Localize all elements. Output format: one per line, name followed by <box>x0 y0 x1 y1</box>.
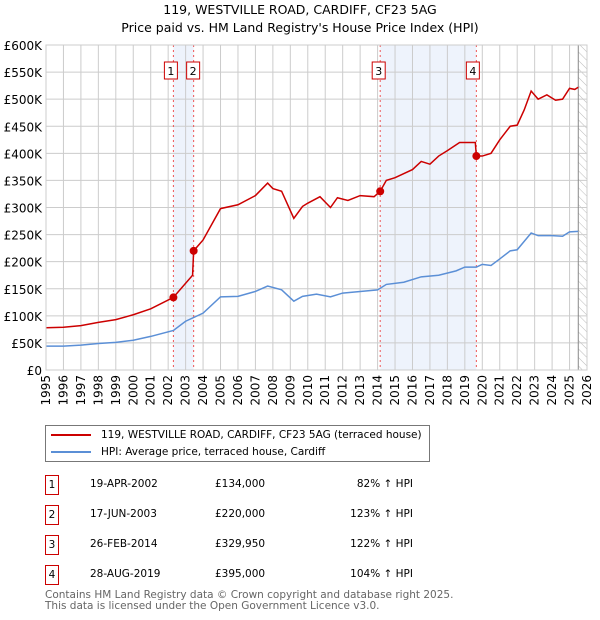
sale-point <box>189 246 198 255</box>
y-tick-label: £50K <box>11 337 43 351</box>
sale-row: 2 17-JUN-2003 £220,000 123% ↑ HPI <box>45 505 465 525</box>
x-tick-label: 2000 <box>126 375 140 406</box>
sale-hpi-change: 82% ↑ HPI <box>356 478 413 490</box>
x-tick-label: 2007 <box>248 375 262 406</box>
sale-date: 28-AUG-2019 <box>90 568 161 580</box>
x-tick-label: 2014 <box>371 375 385 406</box>
x-tick-label: 2002 <box>161 375 175 406</box>
x-tick-label: 2008 <box>266 375 280 406</box>
sale-price: £329,950 <box>215 538 266 550</box>
legend: 119, WESTVILLE ROAD, CARDIFF, CF23 5AG (… <box>45 425 430 462</box>
x-tick-label: 2009 <box>283 375 297 406</box>
y-tick-label: £150K <box>4 283 44 297</box>
hpi-line <box>46 230 579 347</box>
sale-point <box>376 187 385 196</box>
plot-frame <box>45 44 588 371</box>
sale-number-badge: 2 <box>45 505 59 525</box>
sale-number-badge: 4 <box>45 565 59 585</box>
chart-title: 119, WESTVILLE ROAD, CARDIFF, CF23 5AG <box>163 2 437 17</box>
x-tick-label: 1998 <box>91 375 105 406</box>
y-tick-label: £250K <box>4 229 44 243</box>
legend-label: HPI: Average price, terraced house, Card… <box>101 446 326 458</box>
y-tick-label: £0 <box>27 364 42 378</box>
x-tick-label: 2005 <box>214 375 228 406</box>
sale-number-badge: 3 <box>45 535 59 555</box>
sale-label-box <box>465 61 480 80</box>
x-tick-label: 2011 <box>318 375 332 406</box>
sale-number-badge: 1 <box>45 475 59 495</box>
y-tick-label: £500K <box>4 93 44 107</box>
sale-price: £220,000 <box>215 508 266 520</box>
property-price-line <box>45 86 579 329</box>
y-tick-label: £400K <box>4 147 44 161</box>
legend-swatch-red <box>51 434 91 436</box>
x-tick-label: 2026 <box>580 375 594 406</box>
x-tick-label: 2001 <box>144 375 158 406</box>
x-tick-label: 2017 <box>423 375 437 406</box>
x-tick-label: 2012 <box>336 375 350 406</box>
legend-swatch-blue <box>51 451 91 453</box>
sale-point <box>472 152 481 161</box>
x-tick-label: 2003 <box>179 375 193 406</box>
x-tick-label: 1996 <box>56 375 70 406</box>
legend-label: 119, WESTVILLE ROAD, CARDIFF, CF23 5AG (… <box>101 429 422 441</box>
x-tick-label: 2016 <box>405 375 419 406</box>
sale-date: 19-APR-2002 <box>90 478 158 490</box>
sale-label: 2 <box>190 65 197 78</box>
x-tick-label: 2010 <box>301 375 315 406</box>
x-tick-label: 1997 <box>74 375 88 406</box>
sale-label: 3 <box>375 65 382 78</box>
legend-item-hpi: HPI: Average price, terraced house, Card… <box>51 446 325 458</box>
x-tick-label: 2004 <box>196 375 210 406</box>
sale-hpi-change: 104% ↑ HPI <box>350 568 413 580</box>
x-tick-label: 1999 <box>109 375 123 406</box>
sale-price: £395,000 <box>215 568 266 580</box>
x-tick-label: 2020 <box>475 375 489 406</box>
sale-date: 17-JUN-2003 <box>90 508 157 520</box>
x-tick-label: 1995 <box>39 375 53 406</box>
x-tick-label: 2023 <box>528 375 542 406</box>
sale-label-box <box>163 61 178 80</box>
sale-row: 1 19-APR-2002 £134,000 82% ↑ HPI <box>45 475 465 495</box>
y-tick-label: £450K <box>4 120 44 134</box>
x-tick-label: 2022 <box>510 375 524 406</box>
chart-subtitle: Price paid vs. HM Land Registry's House … <box>121 20 479 35</box>
x-tick-label: 2019 <box>458 375 472 406</box>
sale-row: 4 28-AUG-2019 £395,000 104% ↑ HPI <box>45 565 465 585</box>
sale-label-box <box>186 61 201 80</box>
x-tick-label: 2018 <box>440 375 454 406</box>
x-tick-label: 2006 <box>231 375 245 406</box>
y-tick-label: £100K <box>4 310 44 324</box>
sale-price: £134,000 <box>215 478 266 490</box>
footer-line-2: This data is licensed under the Open Gov… <box>45 600 380 612</box>
sale-point <box>169 293 178 302</box>
x-tick-label: 2013 <box>353 375 367 406</box>
x-tick-label: 2024 <box>545 375 559 406</box>
y-tick-label: £600K <box>4 39 44 53</box>
y-tick-label: £350K <box>4 174 44 188</box>
legend-item-property: 119, WESTVILLE ROAD, CARDIFF, CF23 5AG (… <box>51 429 422 441</box>
sale-row: 3 26-FEB-2014 £329,950 122% ↑ HPI <box>45 535 465 555</box>
sale-label: 4 <box>469 65 476 78</box>
x-tick-label: 2025 <box>563 375 577 406</box>
footer-line-1: Contains HM Land Registry data © Crown c… <box>45 589 454 601</box>
y-tick-label: £200K <box>4 256 44 270</box>
plot-area: £0 £50K £100K £150K £200K £250K £300K £350K £400… <box>4 39 594 406</box>
x-tick-label: 2021 <box>493 375 507 406</box>
sale-date: 26-FEB-2014 <box>90 538 158 550</box>
sale-hpi-change: 123% ↑ HPI <box>350 508 413 520</box>
sale-hpi-change: 122% ↑ HPI <box>350 538 413 550</box>
sale-label: 1 <box>167 65 174 78</box>
y-tick-label: £300K <box>4 202 44 216</box>
x-tick-label: 2015 <box>388 375 402 406</box>
y-tick-label: £550K <box>4 66 44 80</box>
sale-label-box <box>371 61 386 80</box>
